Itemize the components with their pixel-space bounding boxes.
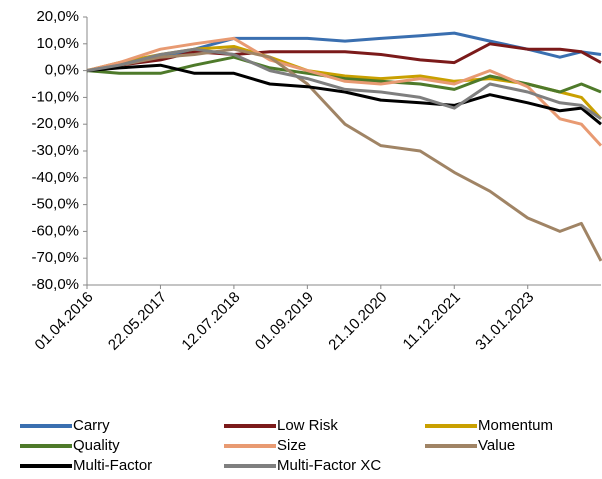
x-tick-label: 12.07.2018 [178,289,243,354]
y-tick-label: -40,0% [31,169,79,186]
y-tick-label: -30,0% [31,142,79,159]
y-tick-label: -50,0% [31,196,79,213]
series-line [86,47,602,262]
legend-label: Value [478,437,515,454]
legend-label: Multi-Factor [73,457,152,474]
legend-label: Size [277,437,306,454]
legend-label: Carry [73,417,110,434]
y-tick-label: 10,0% [36,35,79,52]
x-tick-label: 01.09.2019 [252,289,317,354]
y-tick-label: -20,0% [31,115,79,132]
series-line [86,63,602,126]
y-tick-label: -70,0% [31,249,79,266]
legend-label: Quality [73,437,120,454]
x-tick-label: 21.10.2020 [325,289,390,354]
y-tick-label: -60,0% [31,222,79,239]
legend-label: Momentum [478,417,553,434]
y-tick-label: 0,0% [45,62,79,79]
y-tick-label: 20,0% [36,8,79,25]
series-line [86,36,602,147]
legend-label: Multi-Factor XC [277,457,381,474]
y-tick-label: -80,0% [31,276,79,293]
x-tick-label: 01.04.2016 [32,289,97,354]
legend-label: Low Risk [277,417,338,434]
y-tick-label: -10,0% [31,88,79,105]
x-tick-label: 11.12.2021 [400,289,464,353]
series-line [86,47,602,121]
x-tick-label: 22.05.2017 [105,289,170,354]
x-tick-label: 31.01.2023 [472,289,537,354]
